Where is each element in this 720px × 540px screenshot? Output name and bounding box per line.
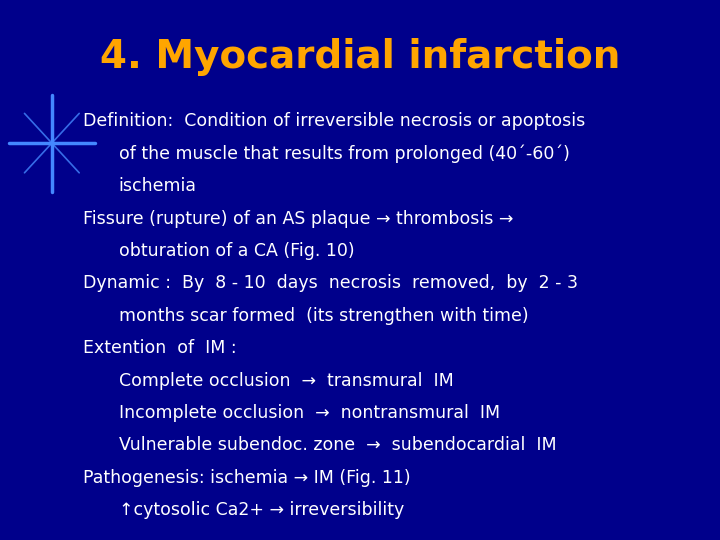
Text: of the muscle that results from prolonged (40´-60´): of the muscle that results from prolonge… bbox=[119, 145, 570, 163]
Text: obturation of a CA (Fig. 10): obturation of a CA (Fig. 10) bbox=[119, 242, 354, 260]
Text: 4. Myocardial infarction: 4. Myocardial infarction bbox=[100, 38, 620, 76]
Text: Pathogenesis: ischemia → IM (Fig. 11): Pathogenesis: ischemia → IM (Fig. 11) bbox=[83, 469, 410, 487]
Text: months scar formed  (its strengthen with time): months scar formed (its strengthen with … bbox=[119, 307, 528, 325]
Text: Fissure (rupture) of an AS plaque → thrombosis →: Fissure (rupture) of an AS plaque → thro… bbox=[83, 210, 513, 228]
Text: ↑cytosolic Ca2+ → irreversibility: ↑cytosolic Ca2+ → irreversibility bbox=[119, 501, 404, 519]
Text: Definition:  Condition of irreversible necrosis or apoptosis: Definition: Condition of irreversible ne… bbox=[83, 112, 585, 131]
Text: ischemia: ischemia bbox=[119, 177, 197, 195]
Text: Vulnerable subendoc. zone  →  subendocardial  IM: Vulnerable subendoc. zone → subendocardi… bbox=[119, 436, 557, 455]
Text: Dynamic :  By  8 - 10  days  necrosis  removed,  by  2 - 3: Dynamic : By 8 - 10 days necrosis remove… bbox=[83, 274, 577, 293]
Text: Extention  of  IM :: Extention of IM : bbox=[83, 339, 236, 357]
Text: Incomplete occlusion  →  nontransmural  IM: Incomplete occlusion → nontransmural IM bbox=[119, 404, 500, 422]
Text: Complete occlusion  →  transmural  IM: Complete occlusion → transmural IM bbox=[119, 372, 454, 390]
